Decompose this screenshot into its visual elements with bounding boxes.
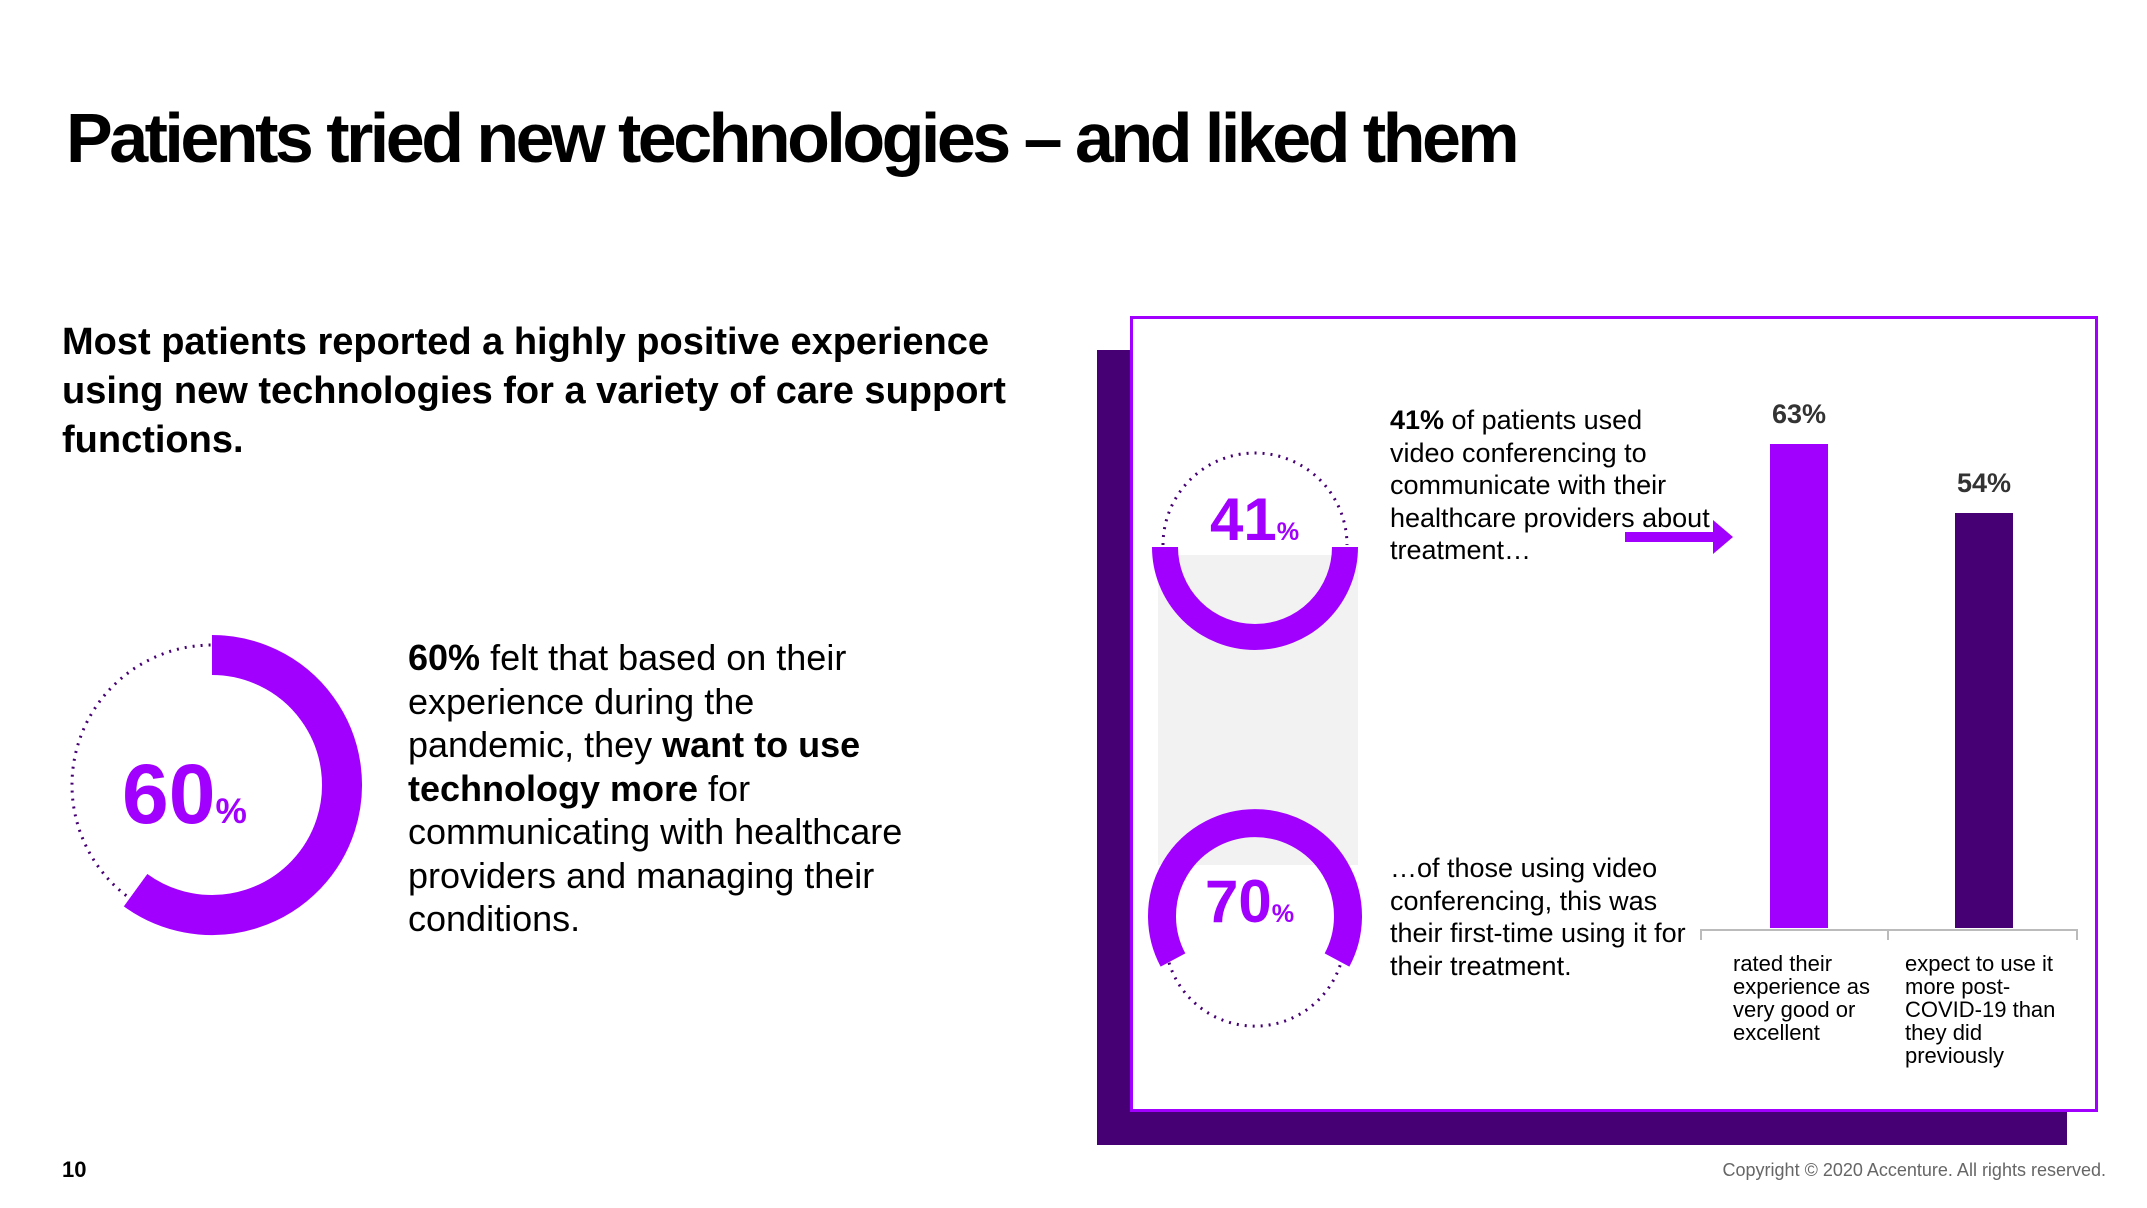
bar-value-label: 54% <box>1956 468 2012 499</box>
stat-70-description: …of those using video conferencing, this… <box>1390 853 1686 981</box>
category-label: expect to use it more post-COVID-19 than… <box>1905 951 2056 1068</box>
page-subtitle: Most patients reported a highly positive… <box>62 321 1006 461</box>
stat-60-description: 60% felt that based on their experience … <box>408 637 903 939</box>
circle-41-value: 41% <box>1210 486 1300 553</box>
donut-60-arc <box>123 635 362 935</box>
bar-value-label: 63% <box>1771 399 1827 429</box>
page-number: 10 <box>62 1157 87 1182</box>
donut-60-chart <box>70 635 362 935</box>
arrow-right-icon <box>1625 520 1733 554</box>
page-title: Patients tried new technologies – and li… <box>66 99 1520 177</box>
copyright: Copyright © 2020 Accenture. All rights r… <box>1722 1160 2106 1180</box>
circle-41 <box>1152 451 1358 650</box>
category-label: rated their experience as very good or e… <box>1733 951 1870 1045</box>
chart-axis <box>1700 929 2078 940</box>
bar-expect-more <box>1955 513 2013 928</box>
stat-41-description: 41% of patients used video conferencing … <box>1390 405 1710 565</box>
circle-70 <box>1148 809 1362 1028</box>
bar-rated-very-good <box>1770 444 1828 928</box>
circle-70-value: 70% <box>1205 868 1295 935</box>
donut-60-value: 60% <box>122 747 247 841</box>
